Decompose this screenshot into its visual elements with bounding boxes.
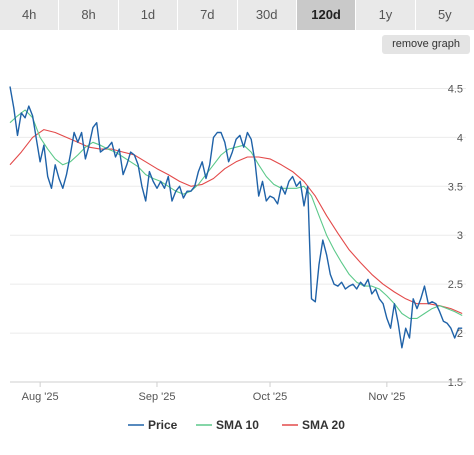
legend-label-sma-10: SMA 10 bbox=[216, 418, 259, 432]
y-tick-label: 1.5 bbox=[448, 377, 463, 389]
x-axis: Aug '25 Sep '25 Oct '25 Nov '25 bbox=[10, 381, 466, 403]
tab-1y[interactable]: 1y bbox=[356, 0, 416, 30]
chart-grid bbox=[10, 87, 466, 383]
tab-1d[interactable]: 1d bbox=[118, 0, 179, 30]
tab-4h[interactable]: 4h bbox=[0, 0, 60, 30]
x-tick-label: Oct '25 bbox=[253, 391, 288, 403]
tab-120d[interactable]: 120d bbox=[296, 0, 357, 30]
y-tick-label: 2.5 bbox=[448, 279, 463, 291]
sma-20-series-line bbox=[9, 129, 463, 315]
x-tick-label: Sep '25 bbox=[138, 391, 175, 403]
y-tick-label: 4 bbox=[457, 132, 463, 144]
tab-7d[interactable]: 7d bbox=[178, 0, 238, 30]
y-tick-label: 3 bbox=[457, 230, 463, 242]
legend-label-sma-20: SMA 20 bbox=[302, 418, 345, 432]
tab-8h[interactable]: 8h bbox=[59, 0, 119, 30]
sma-10-series-line bbox=[9, 109, 463, 319]
y-tick-label: 2 bbox=[457, 328, 463, 340]
chart-series bbox=[9, 86, 463, 349]
tab-30d[interactable]: 30d bbox=[237, 0, 297, 30]
remove-graph-button[interactable]: remove graph bbox=[382, 35, 470, 54]
y-tick-label: 3.5 bbox=[448, 181, 463, 193]
tab-5y[interactable]: 5y bbox=[415, 0, 474, 30]
price-series-line bbox=[9, 86, 463, 349]
legend-label-price: Price bbox=[148, 418, 178, 432]
timeframe-tabs: 4h 8h 1d 7d 30d 120d 1y 5y bbox=[0, 0, 474, 30]
chart-legend: Price SMA 10 SMA 20 bbox=[128, 418, 345, 432]
x-tick-label: Nov '25 bbox=[368, 391, 405, 403]
y-tick-label: 4.5 bbox=[448, 83, 463, 95]
x-tick-label: Aug '25 bbox=[22, 391, 59, 403]
y-axis: 1.5 2 2.5 3 3.5 4 4.5 bbox=[448, 83, 463, 389]
price-chart: 1.5 2 2.5 3 3.5 4 4.5 Aug '25 Sep '25 Oct '25 Nov… bbox=[9, 83, 466, 432]
